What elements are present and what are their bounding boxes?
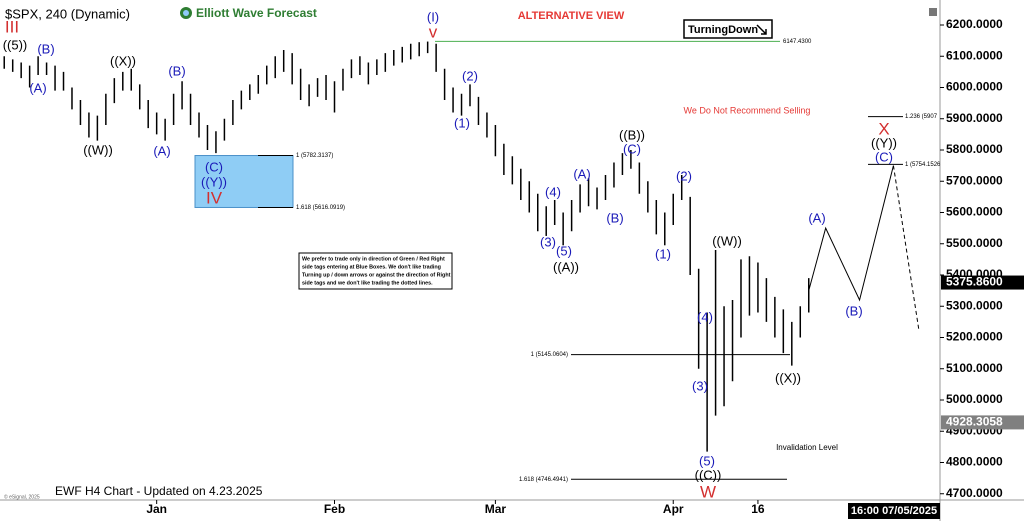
wave-label: ((X)) — [775, 370, 801, 385]
wave-label: X — [878, 119, 889, 138]
y-tick-label: 5100.0000 — [946, 361, 1003, 375]
wave-label: ((W)) — [712, 233, 742, 248]
wave-label: ((W)) — [83, 142, 113, 157]
wave-label: (A) — [153, 143, 170, 158]
wave-label: (4) — [545, 184, 561, 199]
y-tick-label: 4800.0000 — [946, 455, 1003, 469]
view-label: ALTERNATIVE VIEW — [518, 10, 625, 22]
wave-label: (A) — [29, 80, 46, 95]
footer: EWF H4 Chart - Updated on 4.23.2025 — [55, 484, 263, 498]
y-tick-label: 5300.0000 — [946, 298, 1003, 312]
logo: Elliott Wave Forecast — [196, 6, 317, 20]
x-tick-label: 16 — [751, 502, 765, 516]
price-tag — [941, 415, 1024, 430]
wave-label: (A) — [573, 166, 590, 181]
y-tick-label: 6200.0000 — [946, 17, 1003, 31]
wave-label: (C) — [875, 149, 893, 164]
wave-label: (B) — [606, 210, 623, 225]
wave-label: ((X)) — [110, 53, 136, 68]
wave-label: (4) — [697, 309, 713, 324]
y-tick-label: 5900.0000 — [946, 111, 1003, 125]
y-tick-label: 5600.0000 — [946, 205, 1003, 219]
wave-label: (C) — [623, 141, 641, 156]
note-line: Turning up / down arrows or against the … — [302, 272, 451, 278]
copyright: © eSignal, 2025 — [4, 493, 40, 500]
logo-icon — [183, 10, 189, 16]
x-tick-label: Feb — [324, 502, 345, 516]
blue-box — [194, 155, 294, 208]
wave-label: (B) — [168, 63, 185, 78]
level-label: 1.236 (5907 — [905, 114, 938, 120]
wave-label: IV — [206, 188, 223, 207]
y-tick-label: 5800.0000 — [946, 142, 1003, 156]
y-tick-label: 4700.0000 — [946, 486, 1003, 500]
recommendation: We Do Not Recommend Selling — [684, 105, 811, 115]
x-tick-label: Apr — [663, 502, 684, 516]
y-tick-label: 5000.0000 — [946, 392, 1003, 406]
note-line: side tags and we don't like trading the … — [302, 280, 433, 286]
wave-label: (3) — [692, 378, 708, 393]
signal-label: TurningDown — [688, 24, 758, 36]
level-label: 1 (5782.3137) — [296, 153, 333, 159]
wave-label: (C) — [205, 159, 223, 174]
level-label: 1 (5754.1526 — [905, 162, 941, 168]
signal-arrow — [756, 24, 767, 35]
timestamp: 16:00 07/05/2025 — [851, 505, 937, 517]
time-box — [848, 503, 940, 519]
invalidation-label: Invalidation Level — [776, 443, 838, 452]
level-label: 6147.4300 — [783, 39, 812, 45]
wave-label: v — [429, 22, 438, 41]
projection-line — [808, 165, 894, 302]
wave-label: ((Y)) — [201, 174, 227, 189]
wave-label: (B) — [845, 303, 862, 318]
price-tag-label: 5375.8600 — [946, 275, 1003, 289]
wave-label: ((5)) — [3, 37, 28, 52]
y-tick-label: 5700.0000 — [946, 173, 1003, 187]
y-tick-label: 5200.0000 — [946, 330, 1003, 344]
y-tick-label: 6100.0000 — [946, 48, 1003, 62]
note-line: We prefer to trade only in direction of … — [302, 256, 445, 262]
wave-label: W — [700, 482, 716, 501]
wave-label: (5) — [556, 243, 572, 258]
x-tick-label: Mar — [485, 502, 507, 516]
wave-label: (1) — [655, 246, 671, 261]
wave-label: ((Y)) — [871, 135, 897, 150]
wave-label: (B) — [37, 41, 54, 56]
price-tag — [941, 275, 1024, 290]
level-label: 1.618 (5616.0919) — [296, 205, 345, 211]
level-label: 1 (5145.0604) — [531, 352, 568, 358]
wave-label: III — [5, 17, 19, 36]
wave-label: (A) — [808, 210, 825, 225]
y-tick-label: 5500.0000 — [946, 236, 1003, 250]
wave-label: (1) — [454, 115, 470, 130]
note-box — [298, 252, 453, 290]
wave-label: ((A)) — [553, 259, 579, 274]
level-label: 1.618 (4746.4941) — [519, 477, 568, 483]
wave-label: ((B)) — [619, 127, 645, 142]
note-line: side tags entering at Blue Boxes. We don… — [302, 264, 441, 270]
wave-label: (5) — [699, 453, 715, 468]
wave-label: (3) — [540, 234, 556, 249]
wave-label: (I) — [427, 9, 439, 24]
y-tick-label: 6000.0000 — [946, 80, 1003, 94]
wave-label: ((C)) — [695, 467, 722, 482]
wave-label: (2) — [676, 168, 692, 183]
price-tag-label: 4928.3058 — [946, 415, 1003, 429]
chart-title: $SPX, 240 (Dynamic) — [5, 6, 130, 21]
wave-label: (2) — [462, 68, 478, 83]
icon — [929, 8, 937, 16]
x-tick-label: Jan — [146, 502, 167, 516]
signal-box — [683, 19, 773, 39]
